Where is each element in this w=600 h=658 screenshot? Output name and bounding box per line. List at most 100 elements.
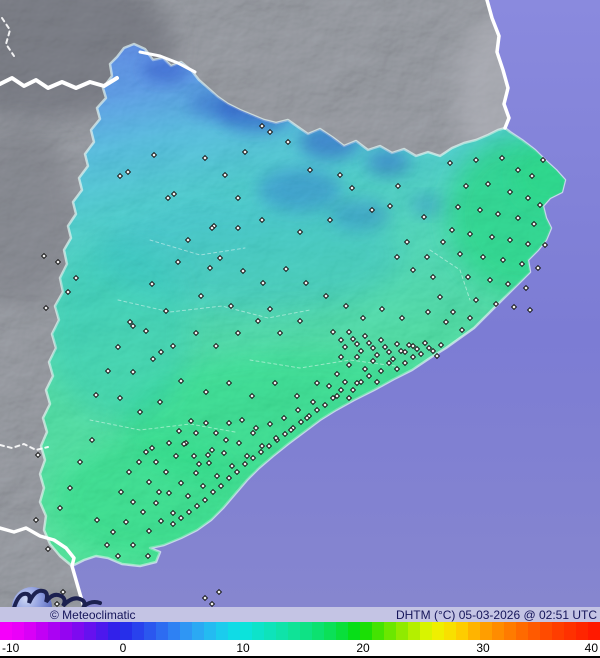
station-marker: [349, 386, 357, 394]
station-marker: [484, 180, 492, 188]
scale-cell: [168, 622, 180, 640]
station-marker: [377, 336, 385, 344]
station-marker: [233, 468, 241, 476]
scale-cell: [336, 622, 348, 640]
station-marker: [472, 296, 480, 304]
station-marker: [117, 488, 125, 496]
scale-cell: [180, 622, 192, 640]
station-marker: [353, 353, 361, 361]
scale-cell: [480, 622, 492, 640]
scale-cell: [156, 622, 168, 640]
scale-cell: [192, 622, 204, 640]
dashed-border: [0, 443, 49, 451]
temperature-scale-labels: -10 0 10 20 30 40: [0, 640, 600, 656]
station-marker: [357, 378, 365, 386]
station-marker: [177, 377, 185, 385]
station-marker: [326, 216, 334, 224]
scale-cell: [288, 622, 300, 640]
station-marker: [157, 517, 165, 525]
station-marker: [524, 194, 532, 202]
station-marker: [365, 372, 373, 380]
station-marker: [329, 394, 337, 402]
station-marker: [92, 391, 100, 399]
station-marker: [213, 472, 221, 480]
scale-cell: [48, 622, 60, 640]
temperature-scale-bar: [0, 622, 600, 640]
station-marker: [225, 419, 233, 427]
station-marker: [114, 343, 122, 351]
station-marker: [241, 460, 249, 468]
scale-cell: [444, 622, 456, 640]
station-marker: [180, 440, 188, 448]
station-marker: [66, 484, 74, 492]
station-marker: [145, 478, 153, 486]
border-lines: [0, 0, 511, 607]
scale-cell: [396, 622, 408, 640]
station-marker: [528, 172, 536, 180]
station-marker: [436, 293, 444, 301]
station-marker: [228, 462, 236, 470]
station-marker: [34, 451, 42, 459]
station-marker: [193, 502, 201, 510]
station-marker: [448, 226, 456, 234]
station-marker: [124, 168, 132, 176]
station-marker: [234, 329, 242, 337]
station-marker: [393, 253, 401, 261]
valencia-border-coast: [0, 526, 86, 607]
station-marker: [345, 394, 353, 402]
station-marker: [405, 341, 413, 349]
station-marker: [337, 353, 345, 361]
station-marker: [398, 314, 406, 322]
station-marker: [126, 318, 134, 326]
station-marker: [385, 348, 393, 356]
station-marker: [373, 351, 381, 359]
sea: [72, 0, 600, 607]
station-marker: [313, 406, 321, 414]
station-marker: [104, 367, 112, 375]
station-marker: [337, 386, 345, 394]
station-marker: [190, 452, 198, 460]
station-marker: [165, 489, 173, 497]
station-marker: [321, 401, 329, 409]
scale-cell: [12, 622, 24, 640]
station-marker: [522, 284, 530, 292]
scale-cell: [564, 622, 576, 640]
station-marker: [403, 238, 411, 246]
station-marker: [44, 545, 52, 553]
station-marker: [499, 256, 507, 264]
scale-cell: [312, 622, 324, 640]
station-marker: [365, 339, 373, 347]
station-marker: [409, 353, 417, 361]
station-marker: [129, 541, 137, 549]
station-marker: [345, 361, 353, 369]
station-marker: [208, 600, 216, 607]
copyright-label: © Meteoclimatic: [50, 607, 136, 622]
station-marker: [249, 454, 257, 462]
station-marker: [162, 307, 170, 315]
station-marker: [377, 367, 385, 375]
station-marker: [227, 302, 235, 310]
station-marker: [157, 348, 165, 356]
station-marker: [212, 342, 220, 350]
france-coastline: [485, 0, 511, 130]
station-marker: [72, 274, 80, 282]
station-marker: [152, 458, 160, 466]
station-marker: [135, 458, 143, 466]
weather-map-canvas: [0, 0, 600, 607]
station-marker: [541, 241, 549, 249]
scale-cell: [408, 622, 420, 640]
scale-cell: [432, 622, 444, 640]
scale-cell: [60, 622, 72, 640]
station-marker: [393, 365, 401, 373]
station-marker: [442, 318, 450, 326]
station-marker: [144, 552, 152, 560]
station-marker: [197, 292, 205, 300]
station-marker: [177, 514, 185, 522]
scale-cell: [84, 622, 96, 640]
station-marker: [259, 279, 267, 287]
scale-tick: 0: [119, 641, 127, 655]
station-marker: [225, 379, 233, 387]
station-marker: [221, 171, 229, 179]
station-marker: [93, 516, 101, 524]
station-marker: [216, 254, 224, 262]
